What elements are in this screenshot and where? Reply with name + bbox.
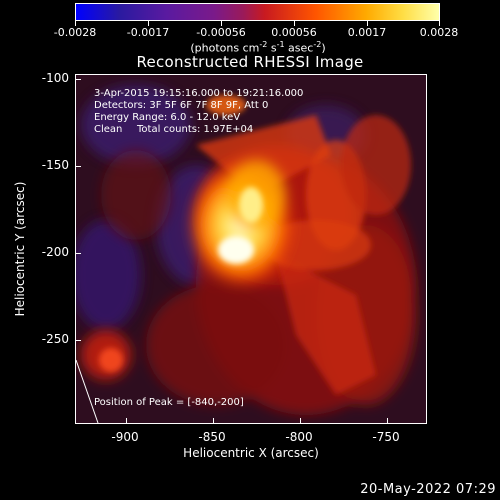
x-tick-label: -800 (285, 430, 313, 444)
colorbar-tick-label: 0.0017 (347, 26, 387, 39)
annotation-peak: Position of Peak = [-840,-200] (94, 397, 244, 408)
y-tick-label: -100 (41, 71, 69, 85)
annotation-counts: Total counts: 1.97E+04 (137, 124, 254, 135)
solar-xray-image (76, 75, 426, 423)
y-tick-label: -200 (41, 245, 69, 259)
colorbar-units: (photons cm-2 s-1 asec-2) (190, 40, 326, 55)
colorbar-tick-label: -0.00056 (196, 26, 246, 39)
y-tick-label: -150 (41, 158, 69, 172)
colorbar (75, 3, 440, 21)
image-plot: 3-Apr-2015 19:15:16.000 to 19:21:16.000 … (75, 74, 427, 424)
x-tick-label: -850 (198, 430, 226, 444)
x-axis-title: Heliocentric X (arcsec) (183, 446, 319, 460)
colorbar-tick-label: -0.0017 (126, 26, 170, 39)
annotation-detectors: Detectors: 3F 5F 6F 7F 8F 9F, Att 0 (94, 100, 269, 111)
x-tick-label: -900 (111, 430, 139, 444)
colorbar-tick-label: 0.0028 (419, 26, 459, 39)
generation-timestamp: 20-May-2022 07:29 (360, 482, 496, 497)
colorbar-tick-label: -0.0028 (53, 26, 97, 39)
y-axis-title: Heliocentric Y (arcsec) (13, 181, 27, 317)
x-tick-label: -750 (372, 430, 400, 444)
annotation-algorithm: Clean (94, 124, 123, 135)
plot-title: Reconstructed RHESSI Image (136, 53, 364, 71)
annotation-time-range: 3-Apr-2015 19:15:16.000 to 19:21:16.000 (94, 88, 304, 99)
annotation-energy: Energy Range: 6.0 - 12.0 keV (94, 112, 241, 123)
y-tick-label: -250 (41, 332, 69, 346)
colorbar-tick-label: 0.00056 (271, 26, 317, 39)
